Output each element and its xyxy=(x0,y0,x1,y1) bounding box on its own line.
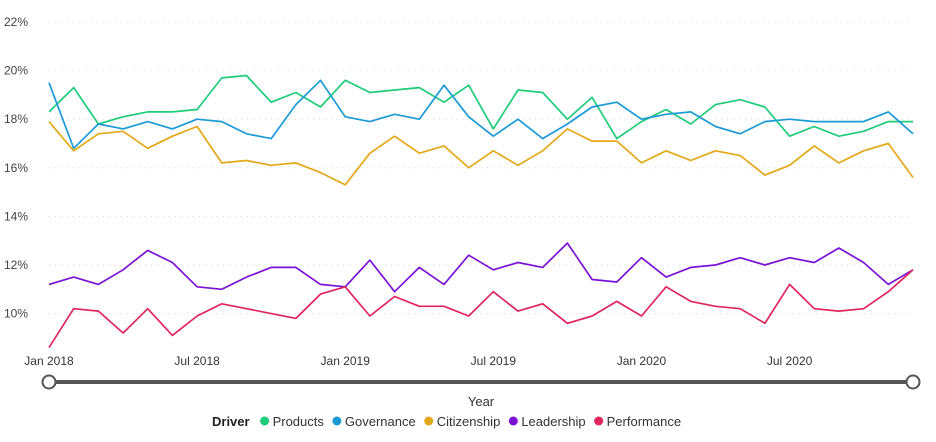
x-axis-label: Year xyxy=(468,394,495,409)
y-axis-ticks: 10% 12% 14% 16% 18% 20% 22% xyxy=(4,15,28,321)
x-tick-label: Jul 2020 xyxy=(767,354,813,368)
x-tick-label: Jan 2018 xyxy=(24,354,74,368)
y-tick-label: 22% xyxy=(4,15,28,29)
legend-swatch xyxy=(332,416,342,426)
legend-item-citizenship[interactable]: Citizenship xyxy=(424,414,500,429)
x-axis-ticks: Jan 2018 Jul 2018 Jan 2019 Jul 2019 Jan 2020… xyxy=(24,354,812,368)
legend-label: Leadership xyxy=(521,414,585,429)
legend-title: Driver xyxy=(212,414,250,429)
range-slider[interactable] xyxy=(41,374,921,390)
y-tick-label: 16% xyxy=(4,161,28,175)
legend: Driver Products Governance Citizenship Lead… xyxy=(212,414,681,429)
range-slider-end-handle[interactable] xyxy=(905,374,921,390)
series-line-governance[interactable] xyxy=(48,79,914,150)
y-tick-label: 18% xyxy=(4,112,28,126)
legend-label: Citizenship xyxy=(437,414,501,429)
y-tick-label: 14% xyxy=(4,209,28,223)
legend-item-leadership[interactable]: Leadership xyxy=(508,414,586,429)
x-tick-label: Jul 2018 xyxy=(174,354,220,368)
legend-label: Governance xyxy=(345,414,416,429)
legend-item-products[interactable]: Products xyxy=(260,414,324,429)
grid-lines xyxy=(49,21,913,315)
x-tick-label: Jan 2019 xyxy=(321,354,371,368)
range-slider-start-handle[interactable] xyxy=(41,374,57,390)
legend-swatch xyxy=(594,416,604,426)
legend-item-performance[interactable]: Performance xyxy=(594,414,681,429)
series-line-citizenship[interactable] xyxy=(48,121,914,186)
legend-label: Performance xyxy=(607,414,681,429)
legend-swatch xyxy=(424,416,434,426)
y-tick-label: 20% xyxy=(4,64,28,78)
series-line-products[interactable] xyxy=(48,74,913,140)
legend-swatch xyxy=(508,416,518,426)
series-lines xyxy=(48,74,914,349)
legend-label: Products xyxy=(273,414,325,429)
x-tick-label: Jan 2020 xyxy=(617,354,667,368)
y-tick-label: 12% xyxy=(4,258,28,272)
y-tick-label: 10% xyxy=(4,307,28,321)
series-line-leadership[interactable] xyxy=(48,242,914,293)
legend-swatch xyxy=(260,416,270,426)
legend-item-governance[interactable]: Governance xyxy=(332,414,416,429)
x-tick-label: Jul 2019 xyxy=(471,354,517,368)
series-line-performance[interactable] xyxy=(48,269,914,349)
